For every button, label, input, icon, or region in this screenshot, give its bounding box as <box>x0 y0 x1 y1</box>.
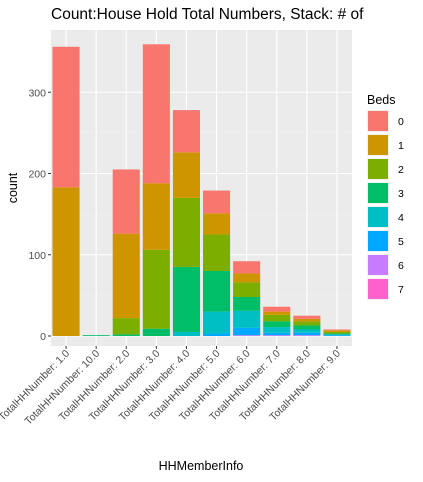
bar-segment <box>203 271 231 312</box>
legend-swatch <box>368 159 388 179</box>
bar-segment <box>263 314 291 322</box>
bar-segment <box>323 334 351 336</box>
bar-segment <box>293 329 321 333</box>
x-axis-title: HHMemberInfo <box>159 459 244 473</box>
bar-segment <box>263 311 291 315</box>
legend-label: 5 <box>398 236 404 248</box>
legend-label: 4 <box>398 212 404 224</box>
legend-label: 0 <box>398 116 404 128</box>
legend-label: 2 <box>398 164 404 176</box>
legend-label: 3 <box>398 188 404 200</box>
bar-segment <box>172 197 200 267</box>
bar-segment <box>293 325 321 330</box>
y-tick-label: 200 <box>28 169 46 181</box>
bar-segment <box>293 332 321 336</box>
legend-swatch <box>368 255 388 275</box>
bar-segment <box>112 318 140 335</box>
legend-swatch <box>368 135 388 155</box>
chart-title: Count:House Hold Total Numbers, Stack: #… <box>51 6 364 23</box>
bar-segment <box>172 110 200 153</box>
bar-segment <box>293 335 321 336</box>
legend-items: 0 1 2 3 4 5 6 7 <box>367 110 404 300</box>
bar-segment <box>142 44 170 184</box>
bar-segment <box>52 46 80 188</box>
bar-segment <box>323 330 351 332</box>
bar-segment <box>293 318 321 322</box>
bar-segment <box>142 249 170 329</box>
bar-segment <box>142 183 170 250</box>
bars <box>52 44 351 336</box>
bar-segment <box>233 335 261 336</box>
legend-swatch <box>368 231 388 251</box>
legend-swatch <box>368 279 388 299</box>
bar-segment <box>263 327 291 333</box>
bar-segment <box>203 311 231 334</box>
bar-segment <box>233 297 261 311</box>
legend: Beds 0 1 2 3 4 5 6 7 <box>367 93 404 300</box>
bar-segment <box>203 190 231 214</box>
bar-segment <box>172 331 200 336</box>
legend-label: 1 <box>398 140 404 152</box>
bar-segment <box>323 329 351 331</box>
bar-segment <box>233 282 261 297</box>
legend-label: 7 <box>398 284 404 296</box>
bar-segment <box>233 310 261 328</box>
legend-swatch <box>368 111 388 131</box>
bar-segment <box>323 335 351 336</box>
y-tick-label: 300 <box>28 87 46 99</box>
bar-segment <box>112 334 140 336</box>
bar-segment <box>203 213 231 235</box>
bar-segment <box>263 332 291 336</box>
bar-segment <box>263 321 291 328</box>
bar-segment <box>263 306 291 312</box>
y-axis: 0 100 200 300 <box>28 87 51 343</box>
legend-title: Beds <box>367 93 396 107</box>
bar-segment <box>323 331 351 334</box>
y-axis-title: count <box>6 172 20 203</box>
y-tick-label: 0 <box>40 331 46 343</box>
bar-segment <box>172 152 200 198</box>
bar-segment <box>112 233 140 319</box>
bar-segment <box>203 234 231 271</box>
y-tick-label: 100 <box>28 250 46 262</box>
bar-segment <box>233 273 261 283</box>
plot-panel <box>51 30 352 346</box>
bar-segment <box>293 315 321 319</box>
bar-segment <box>323 333 351 335</box>
bar-segment <box>52 187 80 336</box>
legend-swatch <box>368 183 388 203</box>
bar-segment <box>233 261 261 274</box>
legend-label: 6 <box>398 260 404 272</box>
bar-segment <box>293 321 321 326</box>
bar-segment <box>82 335 110 336</box>
bar-segment <box>203 333 231 336</box>
bar-segment <box>263 335 291 336</box>
bar-segment <box>142 328 170 336</box>
bar-segment <box>233 327 261 336</box>
bar-segment <box>112 169 140 234</box>
bar-segment <box>172 266 200 332</box>
legend-swatch <box>368 207 388 227</box>
